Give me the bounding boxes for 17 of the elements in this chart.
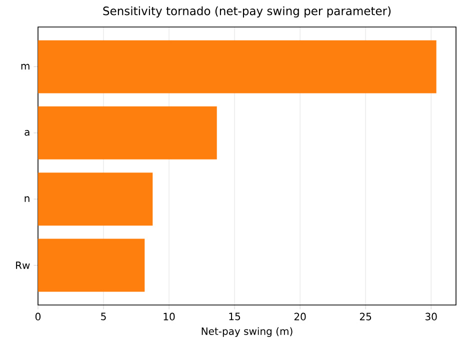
chart-title: Sensitivity tornado (net-pay swing per parameter) bbox=[103, 6, 391, 18]
bar bbox=[38, 40, 436, 94]
x-tick-label: 30 bbox=[426, 312, 437, 320]
x-axis-title: Net-pay swing (m) bbox=[202, 327, 292, 337]
x-tick-label: 20 bbox=[294, 312, 306, 320]
bar bbox=[38, 172, 153, 226]
x-tick-label: 10 bbox=[164, 312, 175, 320]
bar bbox=[38, 106, 217, 160]
x-tick-label: 15 bbox=[229, 312, 240, 320]
x-tick-label: 0 bbox=[35, 312, 41, 320]
x-tick-label: 25 bbox=[360, 312, 372, 320]
y-tick-label: a bbox=[24, 130, 30, 136]
x-tick-label: 5 bbox=[101, 312, 106, 320]
y-tick-label: Rw bbox=[16, 262, 30, 269]
y-tick-label: n bbox=[24, 196, 30, 202]
y-tick-label: m bbox=[21, 64, 30, 70]
bar bbox=[38, 238, 145, 292]
